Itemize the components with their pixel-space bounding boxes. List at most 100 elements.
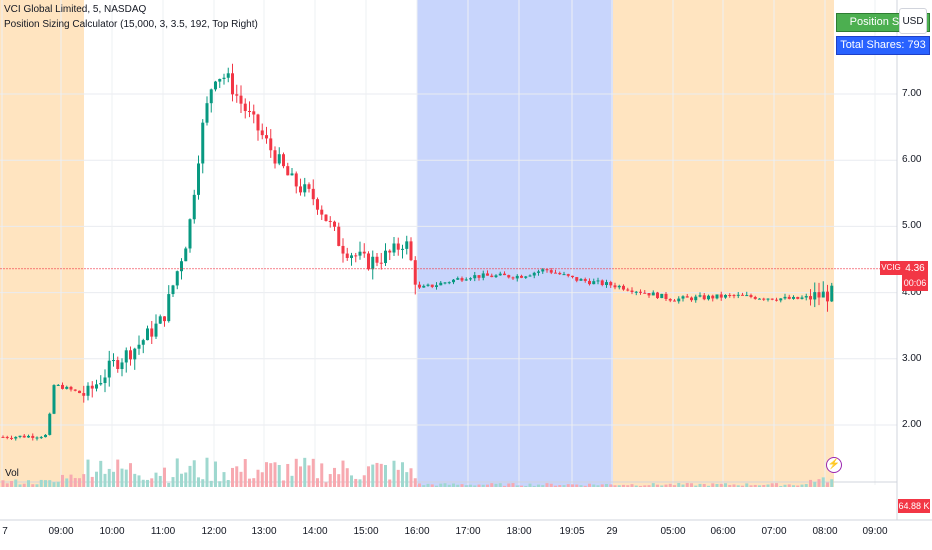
volume-bar (82, 474, 86, 487)
last-volume-label: 64.88 K (898, 499, 930, 513)
volume-bar (120, 468, 124, 487)
volume-bar (549, 483, 553, 487)
candle-body (116, 360, 120, 370)
volume-bar (10, 481, 13, 487)
volume-bar (184, 472, 188, 487)
candle-body (694, 296, 698, 301)
x-tick-label: 15:00 (353, 526, 379, 537)
volume-bar (728, 484, 732, 487)
x-tick-label: 19:05 (559, 526, 585, 537)
volume-bar (486, 484, 489, 487)
candle-body (311, 188, 315, 200)
candle-body (690, 297, 693, 301)
candle-body (243, 103, 247, 112)
volume-bar (702, 483, 706, 487)
volume-bar (503, 485, 506, 487)
candle-body (477, 275, 481, 278)
volume-bar (18, 484, 22, 487)
volume-bar (634, 485, 638, 487)
x-tick-label: 12:00 (201, 526, 227, 537)
volume-bar (605, 483, 608, 487)
candle-body (209, 89, 213, 104)
volume-bar (694, 485, 698, 487)
currency-button[interactable]: USD (899, 8, 927, 34)
candle-body (256, 114, 260, 131)
volume-label[interactable]: Vol (5, 468, 19, 479)
candle-body (634, 291, 638, 293)
volume-bar (31, 484, 35, 487)
candle-body (235, 94, 239, 96)
volume-bar (511, 483, 515, 487)
candle-body (158, 316, 162, 324)
chart-legend-title[interactable]: VCI Global Limited, 5, NASDAQ (4, 4, 147, 15)
candle-body (677, 298, 681, 302)
volume-bar (78, 478, 81, 487)
candle-body (830, 285, 834, 302)
volume-bar (575, 484, 579, 487)
volume-bar (290, 475, 294, 487)
candle-body (277, 154, 281, 164)
candle-body (800, 297, 804, 299)
volume-bar (303, 457, 307, 487)
volume-bar (609, 484, 613, 487)
candle-body (252, 111, 256, 115)
indicator-legend[interactable]: Position Sizing Calculator (15,000, 3, 3… (4, 19, 258, 30)
volume-bar (367, 466, 370, 487)
volume-bar (830, 479, 834, 487)
candle-body (456, 278, 460, 280)
volume-bar (99, 460, 103, 487)
volume-bar (464, 485, 468, 487)
volume-bar (14, 479, 18, 487)
volume-bar (27, 480, 30, 487)
volume-bar (133, 473, 137, 487)
candle-body (698, 295, 702, 297)
y-tick-label: 5.00 (902, 220, 922, 232)
candle-body (452, 279, 455, 283)
candle-body (375, 256, 379, 263)
volume-bar (617, 485, 621, 487)
candle-body (588, 280, 591, 285)
candle-body (260, 130, 264, 136)
candle-body (141, 340, 145, 345)
volume-bar (762, 485, 766, 487)
volume-bar (418, 483, 421, 487)
volume-bar (362, 475, 366, 487)
candle-body (299, 186, 302, 193)
candle-body (545, 269, 549, 271)
candle-body (562, 274, 566, 276)
volume-bar (260, 472, 264, 487)
candle-body (422, 285, 426, 288)
volume-bar (167, 482, 171, 487)
candle-body (78, 390, 81, 394)
volume-bar (158, 475, 162, 487)
candle-body (443, 282, 447, 284)
x-tick-label: 05:00 (660, 526, 686, 537)
volume-bar (430, 484, 434, 487)
volume-bar (588, 483, 591, 487)
candle-body (56, 384, 60, 386)
flash-icon[interactable]: ⚡ (826, 457, 842, 473)
volume-bar (796, 485, 800, 487)
candle-body (656, 292, 659, 299)
volume-bar (171, 477, 175, 487)
candle-body (430, 284, 434, 287)
candle-body (107, 360, 111, 378)
volume-bar (422, 485, 426, 487)
candle-body (813, 292, 817, 300)
candle-body (647, 292, 651, 296)
candle-body (558, 272, 562, 275)
volume-bar (116, 459, 120, 487)
volume-bar (413, 478, 417, 487)
candle-body (303, 184, 307, 193)
volume-bar (490, 483, 494, 487)
candle-body (95, 384, 98, 389)
volume-bar (583, 485, 587, 487)
candle-body (613, 285, 617, 288)
candle-body (180, 261, 183, 272)
candle-body (685, 296, 689, 298)
volume-bar (707, 485, 710, 487)
candle-body (337, 226, 341, 246)
candle-body (745, 295, 749, 297)
candle-body (307, 184, 311, 189)
